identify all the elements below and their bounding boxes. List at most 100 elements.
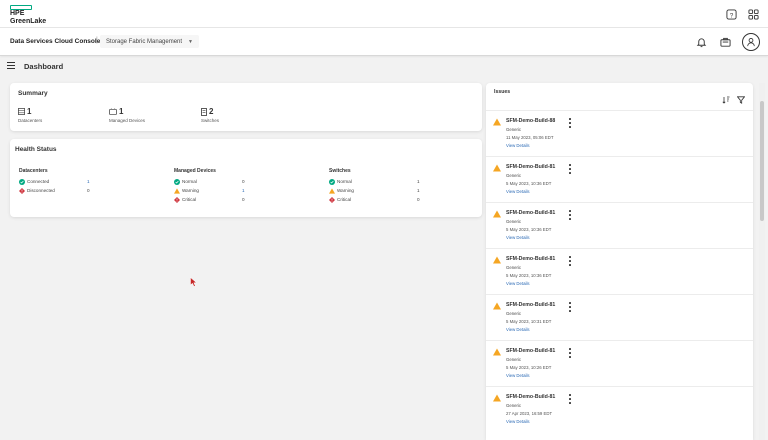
- health-row-label: Critical: [182, 197, 197, 202]
- issues-panel: Issues SFM-Demo-Build-88 Generic 11 May …: [486, 83, 753, 440]
- health-datacenters: Datacenters Connected 1 Disconnected 0: [19, 168, 97, 195]
- health-row-label: Connected: [27, 179, 50, 184]
- status-ok-icon: [19, 178, 25, 185]
- issue-item[interactable]: SFM-Demo-Build-81 Generic 5 May 2023, 10…: [486, 202, 753, 248]
- issue-name: SFM-Demo-Build-81: [506, 302, 556, 308]
- health-row: Warning 1: [174, 186, 252, 195]
- health-row-count: 0: [87, 188, 90, 193]
- health-row-label: Normal: [337, 179, 352, 184]
- issue-item[interactable]: SFM-Demo-Build-81 Generic 5 May 2023, 10…: [486, 340, 753, 386]
- summary-value: 1: [27, 107, 32, 116]
- issue-type: Generic: [506, 403, 522, 408]
- issue-date: 5 May 2023, 10:36 EDT: [506, 273, 552, 278]
- health-row: Connected 1: [19, 177, 97, 186]
- summary-label: Datacenters: [18, 118, 43, 123]
- switch-icon: [201, 107, 207, 116]
- health-row-count: 1: [417, 188, 420, 193]
- warning-icon: [493, 118, 501, 126]
- view-details-link[interactable]: View Details: [506, 143, 530, 148]
- health-switches: Switches Normal 1 Warning 1 Critical 0: [329, 168, 427, 204]
- warning-icon: [493, 164, 501, 172]
- view-details-link[interactable]: View Details: [506, 189, 530, 194]
- scrollbar-thumb[interactable]: [760, 101, 764, 221]
- top-icons: ?: [724, 7, 760, 21]
- more-options-icon[interactable]: [568, 118, 572, 128]
- summary-datacenters[interactable]: 1 Datacenters: [18, 107, 42, 123]
- issue-item[interactable]: SFM-Demo-Build-81 Generic 5 May 2023, 10…: [486, 156, 753, 202]
- service-select[interactable]: Storage Fabric Management ▼: [100, 35, 199, 48]
- briefcase-icon[interactable]: [718, 35, 732, 49]
- issue-item[interactable]: SFM-Demo-Build-88 Generic 11 May 2023, 0…: [486, 110, 753, 156]
- issue-type: Generic: [506, 311, 522, 316]
- health-row-label: Critical: [337, 197, 352, 202]
- more-options-icon[interactable]: [568, 164, 572, 174]
- logo-accent-bar: [10, 5, 32, 10]
- health-status-title: Health Status: [15, 146, 57, 153]
- summary-managed-devices[interactable]: 1 Managed Devices: [109, 107, 145, 123]
- datacenter-icon: [18, 108, 25, 115]
- health-row: Normal 1: [329, 177, 427, 186]
- filter-icon[interactable]: [736, 91, 746, 109]
- view-details-link[interactable]: View Details: [506, 373, 530, 378]
- status-critical-icon: [329, 196, 335, 203]
- more-options-icon[interactable]: [568, 210, 572, 220]
- warning-icon: [493, 256, 501, 264]
- top-bar: HPE GreenLake ?: [0, 0, 768, 28]
- issue-name: SFM-Demo-Build-81: [506, 210, 556, 216]
- summary-switches[interactable]: 2 Switches: [201, 107, 219, 123]
- warning-icon: [493, 394, 501, 402]
- summary-card: Summary 1 Datacenters 1 Managed Devices …: [10, 83, 482, 131]
- health-column-title: Datacenters: [19, 168, 48, 174]
- logo-line-2: GreenLake: [10, 17, 47, 25]
- view-details-link[interactable]: View Details: [506, 327, 530, 332]
- health-managed-devices: Managed Devices Normal 0 Warning 1 Criti…: [174, 168, 252, 204]
- more-options-icon[interactable]: [568, 256, 572, 266]
- bell-icon[interactable]: [694, 35, 708, 49]
- user-avatar-icon[interactable]: [742, 33, 760, 51]
- app-grid-icon[interactable]: [746, 7, 760, 21]
- chevron-down-icon: ▼: [188, 38, 193, 45]
- issue-item[interactable]: SFM-Demo-Build-81 Generic 5 May 2023, 10…: [486, 248, 753, 294]
- issue-date: 5 May 2023, 10:36 EDT: [506, 227, 552, 232]
- view-details-link[interactable]: View Details: [506, 235, 530, 240]
- issue-item[interactable]: SFM-Demo-Build-81 Generic 5 May 2023, 10…: [486, 294, 753, 340]
- issue-date: 11 May 2023, 05:06 EDT: [506, 135, 554, 140]
- issue-name: SFM-Demo-Build-81: [506, 164, 556, 170]
- app-bar-actions: [694, 33, 760, 51]
- issue-type: Generic: [506, 219, 522, 224]
- dashboard-header: Dashboard: [0, 57, 768, 77]
- health-row-count[interactable]: 1: [242, 188, 245, 193]
- health-row: Disconnected 0: [19, 186, 97, 195]
- more-options-icon[interactable]: [568, 394, 572, 404]
- service-select-value: Storage Fabric Management: [106, 38, 183, 45]
- issue-date: 27 Apr 2023, 16:59 EDT: [506, 411, 553, 416]
- title-separator: |: [96, 37, 98, 44]
- status-critical-icon: [174, 196, 180, 203]
- issue-type: Generic: [506, 265, 522, 270]
- more-options-icon[interactable]: [568, 302, 572, 312]
- more-options-icon[interactable]: [568, 348, 572, 358]
- issue-name: SFM-Demo-Build-81: [506, 256, 556, 262]
- view-details-link[interactable]: View Details: [506, 419, 530, 424]
- health-row-label: Warning: [182, 188, 199, 193]
- warning-icon: [493, 348, 501, 356]
- device-icon: [109, 108, 117, 115]
- health-row-count: 1: [417, 179, 420, 184]
- status-warning-icon: [174, 187, 180, 194]
- summary-title: Summary: [18, 90, 48, 97]
- console-title[interactable]: Data Services Cloud Console: [10, 38, 101, 45]
- sort-icon[interactable]: [722, 91, 730, 109]
- summary-value: 1: [119, 107, 124, 116]
- view-details-link[interactable]: View Details: [506, 281, 530, 286]
- issues-scrollbar[interactable]: [759, 83, 765, 440]
- warning-icon: [493, 302, 501, 310]
- health-row-label: Normal: [182, 179, 197, 184]
- hpe-greenlake-logo[interactable]: HPE GreenLake: [10, 5, 60, 25]
- health-row: Critical 0: [174, 195, 252, 204]
- issue-name: SFM-Demo-Build-81: [506, 394, 556, 400]
- issue-item[interactable]: SFM-Demo-Build-81 Generic 27 Apr 2023, 1…: [486, 386, 753, 432]
- menu-icon[interactable]: [7, 62, 15, 70]
- help-icon[interactable]: ?: [724, 7, 738, 21]
- health-row-count[interactable]: 1: [87, 179, 90, 184]
- issue-name: SFM-Demo-Build-81: [506, 348, 556, 354]
